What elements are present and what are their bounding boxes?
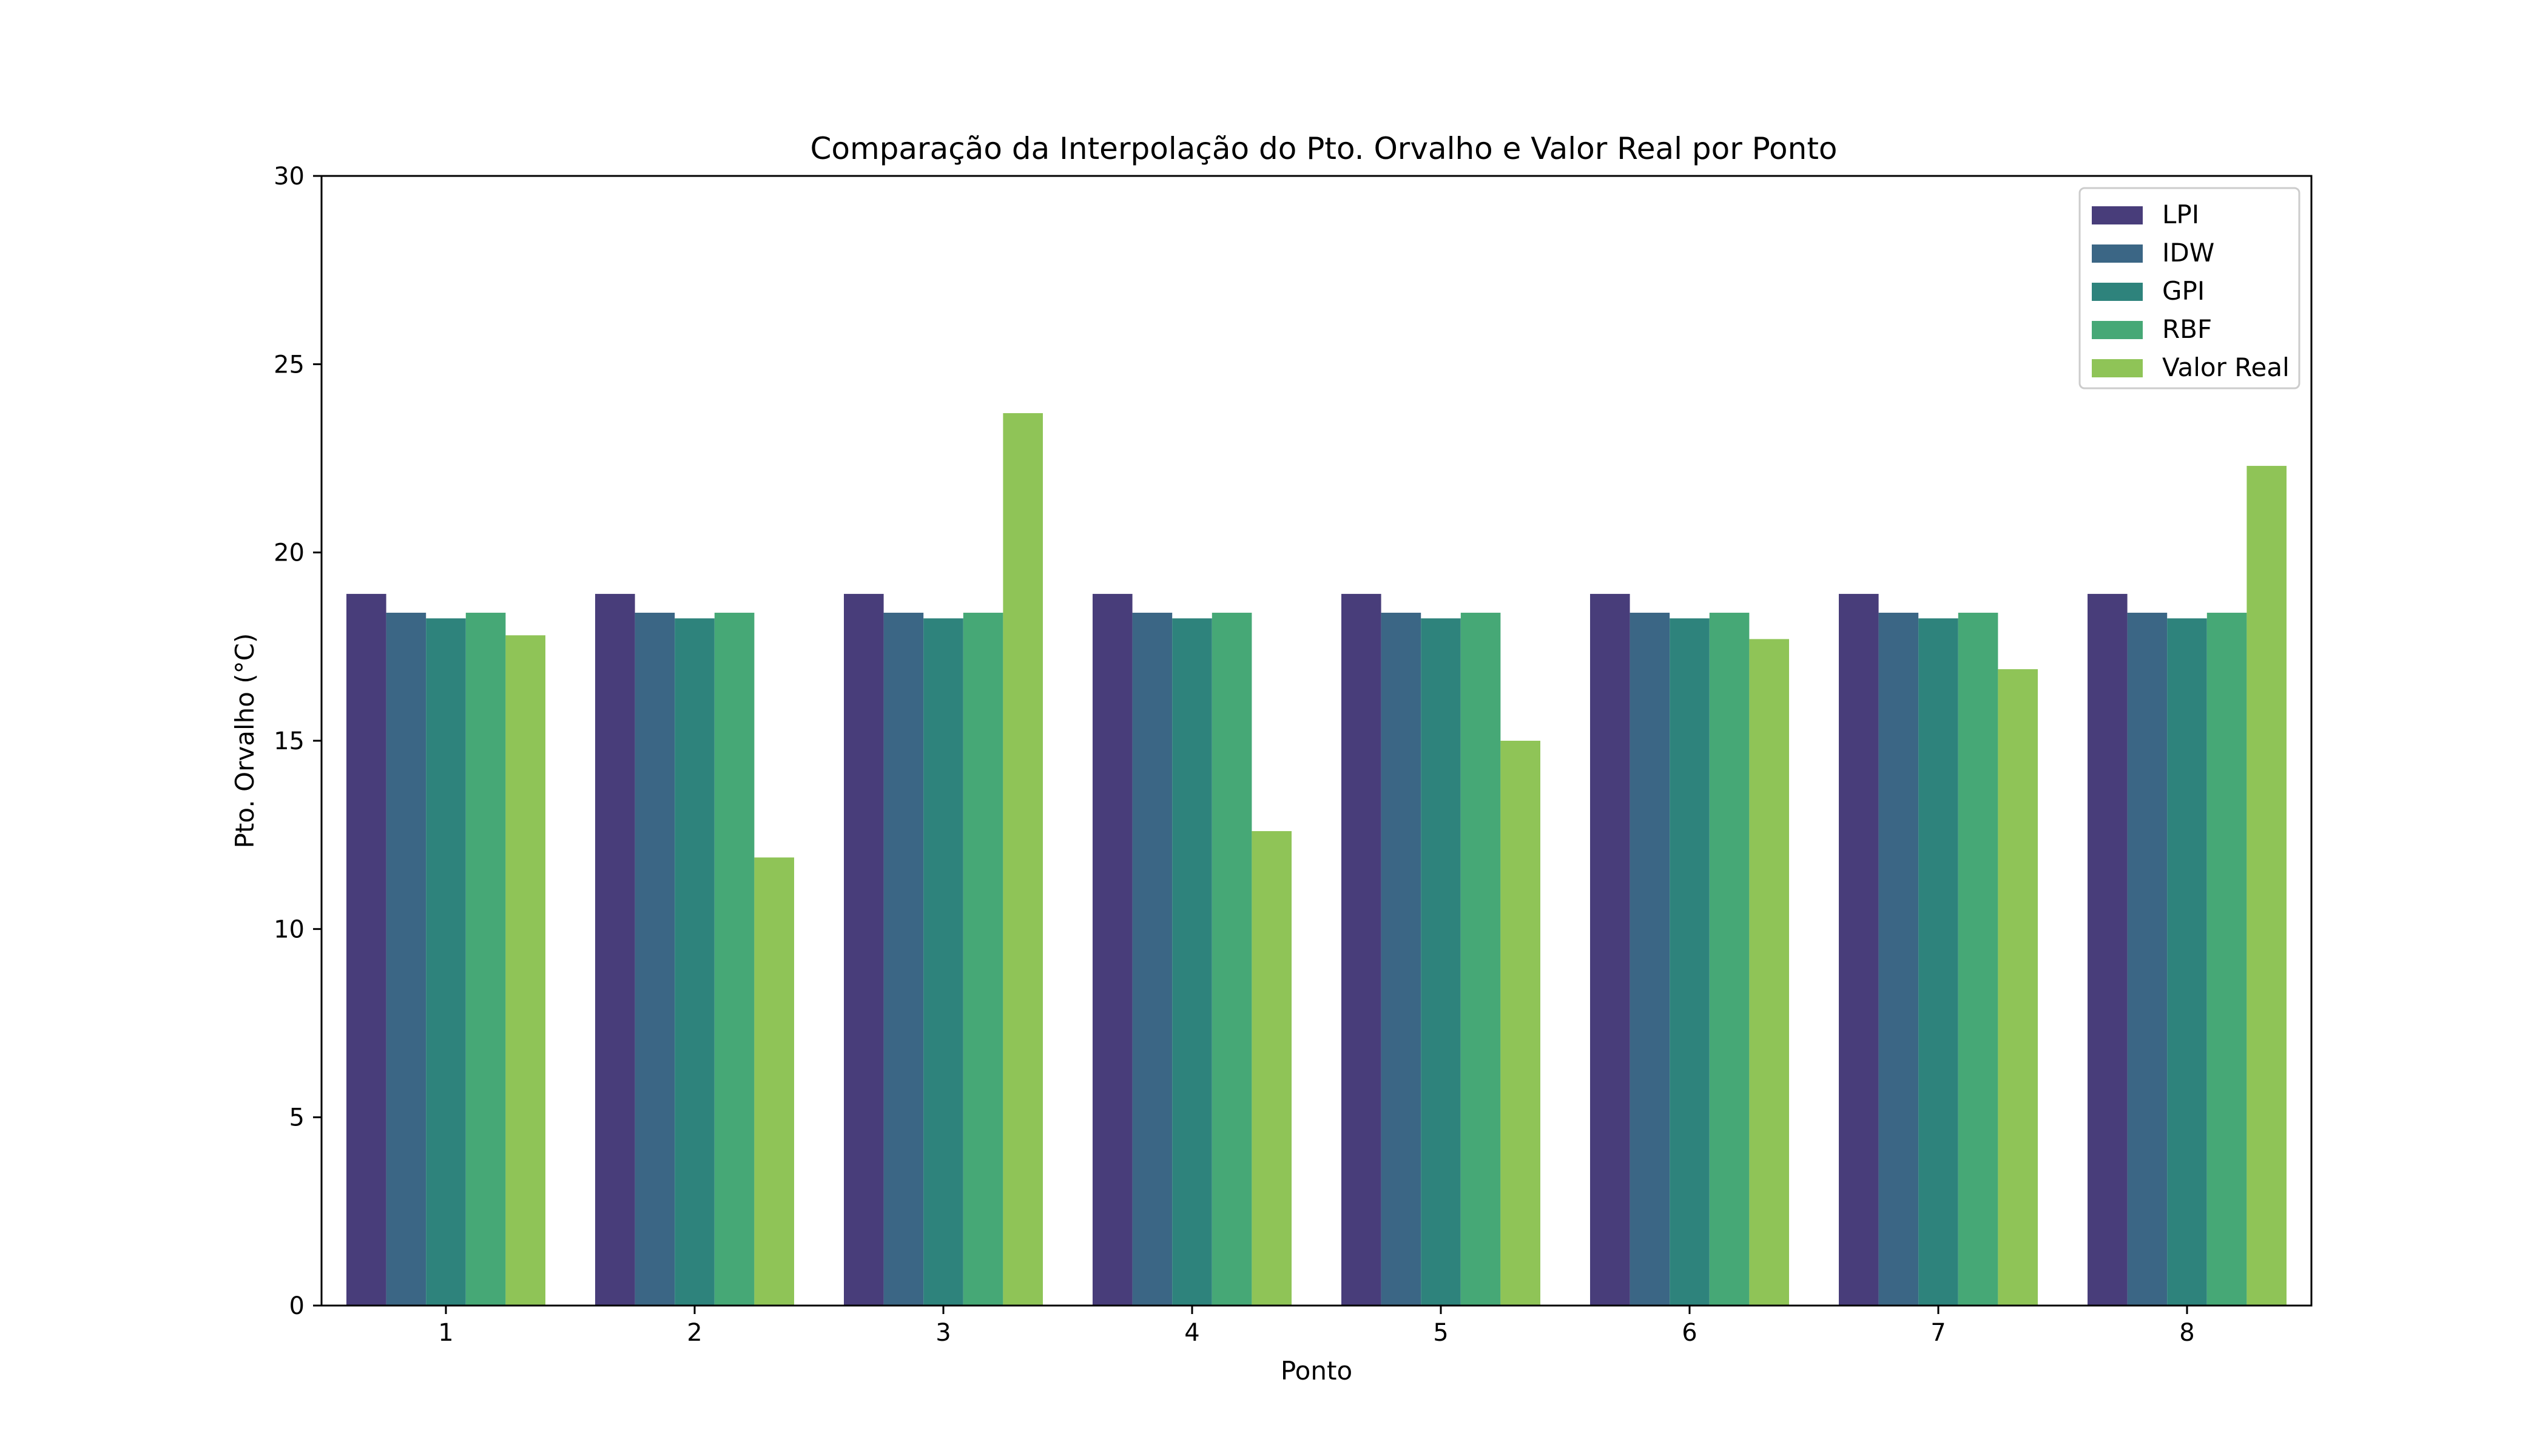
chart-title: Comparação da Interpolação do Pto. Orval… <box>810 131 1837 166</box>
legend-label: Valor Real <box>2162 352 2290 382</box>
legend-swatch-lpi <box>2092 206 2143 224</box>
bar-lpi-ponto-3 <box>844 593 884 1306</box>
x-tick-label: 7 <box>1930 1319 1946 1347</box>
legend-swatch-gpi <box>2092 283 2143 301</box>
bar-gpi-ponto-1 <box>426 618 466 1306</box>
y-tick-label: 25 <box>274 351 305 379</box>
bar-valor-real-ponto-6 <box>1749 639 1789 1306</box>
legend-label: LPI <box>2162 200 2199 229</box>
bar-rbf-ponto-2 <box>714 612 755 1306</box>
x-axis-label: Ponto <box>1281 1356 1352 1386</box>
bar-idw-ponto-8 <box>2127 612 2168 1306</box>
bar-idw-ponto-3 <box>883 612 924 1306</box>
bar-valor-real-ponto-8 <box>2246 465 2287 1306</box>
bar-lpi-ponto-2 <box>595 593 635 1306</box>
bar-rbf-ponto-7 <box>1958 612 1998 1306</box>
bar-lpi-ponto-5 <box>1341 593 1381 1306</box>
bar-valor-real-ponto-1 <box>505 635 545 1306</box>
x-axis-ticks: 1 2 3 4 5 6 7 8 <box>438 1306 2195 1347</box>
bar-rbf-ponto-3 <box>963 612 1003 1306</box>
bar-valor-real-ponto-2 <box>754 857 794 1306</box>
bar-lpi-ponto-4 <box>1093 593 1133 1306</box>
bar-gpi-ponto-3 <box>923 618 963 1306</box>
bar-lpi-ponto-7 <box>1839 593 1879 1306</box>
bar-gpi-ponto-4 <box>1172 618 1212 1306</box>
y-tick-label: 5 <box>289 1104 305 1132</box>
x-tick-label: 4 <box>1184 1319 1199 1347</box>
bar-gpi-ponto-6 <box>1670 618 1710 1306</box>
x-tick-label: 6 <box>1682 1319 1697 1347</box>
plot-area-frame <box>320 175 2313 1307</box>
bar-gpi-ponto-8 <box>2167 618 2207 1306</box>
bar-valor-real-ponto-4 <box>1252 831 1292 1306</box>
x-tick-label: 2 <box>687 1319 702 1347</box>
legend-swatch-rbf <box>2092 321 2143 339</box>
bar-idw-ponto-4 <box>1132 612 1173 1306</box>
x-tick-label: 3 <box>935 1319 951 1347</box>
bar-valor-real-ponto-7 <box>1998 669 2038 1306</box>
legend-label: IDW <box>2162 238 2214 268</box>
bar-idw-ponto-2 <box>635 612 675 1306</box>
bar-idw-ponto-7 <box>1878 612 1919 1306</box>
bar-idw-ponto-6 <box>1630 612 1670 1306</box>
bar-lpi-ponto-6 <box>1590 593 1630 1306</box>
bar-idw-ponto-1 <box>386 612 426 1306</box>
legend-label: RBF <box>2162 314 2212 344</box>
bar-rbf-ponto-4 <box>1212 612 1252 1306</box>
bar-rbf-ponto-5 <box>1460 612 1501 1306</box>
bar-gpi-ponto-5 <box>1421 618 1461 1306</box>
bar-valor-real-ponto-5 <box>1500 741 1540 1306</box>
bar-rbf-ponto-6 <box>1709 612 1750 1306</box>
bar-lpi-ponto-8 <box>2088 593 2128 1306</box>
y-axis-ticks: 0 5 10 15 20 25 30 <box>274 163 322 1320</box>
bars-group <box>346 413 2287 1306</box>
legend-swatch-idw <box>2092 244 2143 263</box>
bar-rbf-ponto-1 <box>465 612 506 1306</box>
bar-gpi-ponto-7 <box>1918 618 1958 1306</box>
x-tick-label: 8 <box>2179 1319 2194 1347</box>
legend-swatch-valor-real <box>2092 359 2143 377</box>
y-tick-label: 15 <box>274 727 305 755</box>
y-tick-label: 0 <box>289 1292 305 1320</box>
bar-idw-ponto-5 <box>1381 612 1421 1306</box>
legend: LPI IDW GPI RBF Valor Real <box>2078 187 2300 389</box>
y-tick-label: 20 <box>274 539 305 567</box>
x-tick-label: 1 <box>438 1319 453 1347</box>
bar-lpi-ponto-1 <box>346 593 386 1306</box>
y-tick-label: 30 <box>274 163 305 190</box>
bar-gpi-ponto-2 <box>675 618 715 1306</box>
bar-rbf-ponto-8 <box>2206 612 2247 1306</box>
y-axis-label: Pto. Orvalho (°C) <box>230 633 260 849</box>
bar-valor-real-ponto-3 <box>1003 413 1043 1306</box>
x-tick-label: 5 <box>1433 1319 1448 1347</box>
y-tick-label: 10 <box>274 915 305 943</box>
legend-label: GPI <box>2162 276 2205 306</box>
